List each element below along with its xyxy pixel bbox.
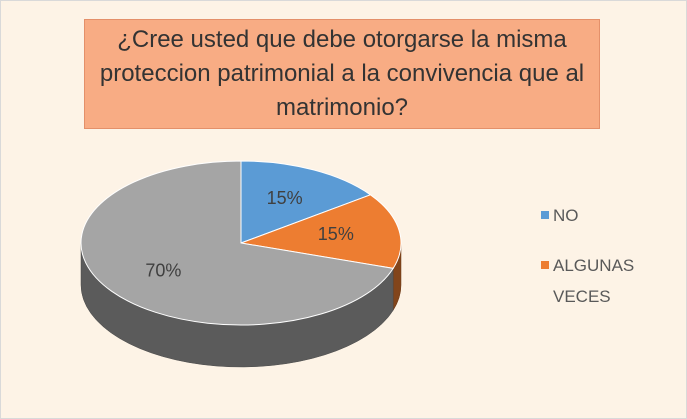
legend-swatch: [541, 261, 549, 269]
pie-slice: [239, 194, 402, 269]
data-label: 15%: [318, 224, 354, 244]
chart-title: ¿Cree usted que debe otorgarse la misma …: [84, 19, 600, 129]
data-label: 15%: [267, 188, 303, 208]
legend-swatch: [541, 211, 549, 219]
pie-slice: [240, 160, 372, 244]
legend-label: NO: [553, 206, 579, 225]
legend-label: ALGUNAS VECES: [553, 256, 635, 306]
pie-slice: [80, 160, 394, 326]
data-label: 70%: [145, 261, 181, 281]
